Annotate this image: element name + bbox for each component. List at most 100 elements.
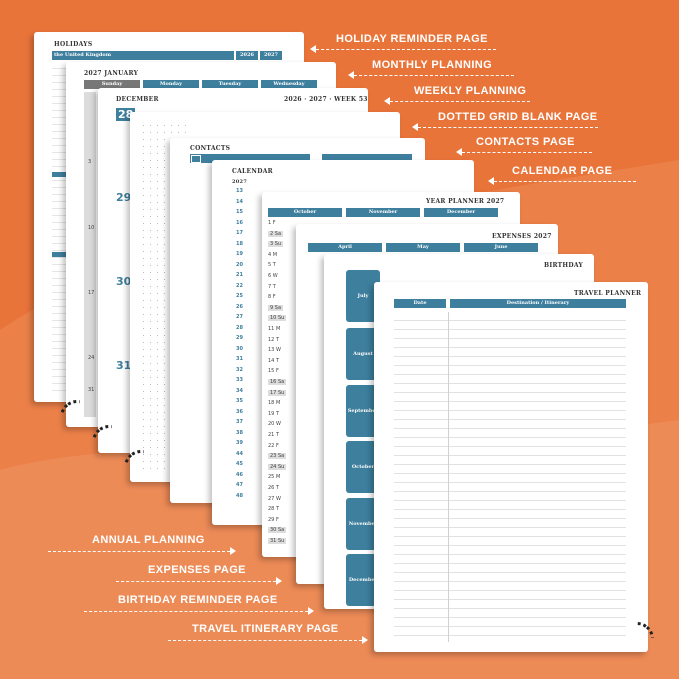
- holidays-year-2026: 2026: [236, 51, 258, 60]
- monthly-day-monday: Monday: [143, 80, 199, 89]
- year-planner-day: 30 Sa: [268, 527, 287, 534]
- calendar-title: CALENDAR: [232, 168, 273, 175]
- year-planner-day: 16 Sa: [268, 379, 287, 385]
- arrow-head: [310, 45, 316, 53]
- calendar-week-number: 20: [236, 261, 243, 268]
- arrow-head: [362, 636, 368, 644]
- arrow-head: [412, 123, 418, 131]
- year-planner-day: 18 M: [268, 400, 281, 407]
- weekly-title: DECEMBER: [116, 96, 159, 103]
- birthday-title: BIRTHDAY: [544, 262, 584, 269]
- arrow-annual: [48, 551, 230, 552]
- monthly-day-wednesday: Wednesday: [261, 80, 317, 89]
- label-contacts: CONTACTS PAGE: [476, 136, 575, 148]
- year-planner-day: 19 T: [268, 410, 280, 417]
- arrow-head: [230, 547, 236, 555]
- year-planner-day: 8 F: [268, 294, 276, 301]
- weekly-week: 2026 · 2027 · WEEK 53: [284, 96, 368, 103]
- travel-col-divider: [448, 312, 449, 642]
- monthly-date: 10: [88, 225, 95, 231]
- calendar-week-number: 39: [236, 440, 243, 446]
- calendar-week-number: 29: [236, 335, 243, 341]
- year-planner-day: 17 Su: [268, 389, 287, 396]
- arrow-head: [384, 97, 390, 105]
- holidays-country-header: the United Kingdom: [52, 51, 234, 60]
- calendar-week-number: 26: [236, 303, 243, 310]
- year-planner-day: 5 T: [268, 262, 276, 269]
- year-planner-day: 26 T: [268, 485, 280, 491]
- calendar-week-number: 15: [236, 209, 243, 215]
- calendar-week-number: 18: [236, 240, 243, 247]
- calendar-week-number: 22: [236, 282, 243, 289]
- calendar-week-number: 38: [236, 429, 243, 436]
- calendar-week-number: 48: [236, 492, 243, 499]
- year-planner-day: 27 W: [268, 495, 281, 502]
- monthly-date: 24: [88, 355, 95, 361]
- label-annual-planning: ANNUAL PLANNING: [92, 534, 205, 546]
- holidays-section-bar: [52, 172, 66, 177]
- arrow-calendar: [494, 181, 636, 182]
- year-planner-day-column: 1 F 2 Sa 3 Su 4 M 5 T 6 W 7 T 8 F 9 Sa 10 Su 11 M 1…: [268, 220, 288, 550]
- year-planner-day: 28 T: [268, 506, 280, 513]
- label-dotted-grid: DOTTED GRID BLANK PAGE: [438, 111, 598, 123]
- arrow-head: [276, 577, 282, 585]
- year-planner-month-november: November: [346, 208, 420, 217]
- label-calendar: CALENDAR PAGE: [512, 165, 613, 177]
- calendar-week-number: 28: [236, 324, 243, 331]
- arrow-expenses: [116, 581, 276, 582]
- arrow-weekly: [390, 101, 530, 102]
- weekly-date-30: 30: [116, 275, 132, 288]
- monthly-title: 2027 JANUARY: [84, 70, 139, 77]
- contacts-header-bar: [322, 154, 412, 163]
- weekly-date-29: 29: [116, 191, 132, 204]
- weekly-date-31: 31: [116, 359, 132, 372]
- monthly-date: 17: [88, 290, 95, 296]
- calendar-week-number: 17: [236, 230, 243, 236]
- year-planner-day: 4 M: [268, 251, 278, 258]
- travel-lines: [394, 312, 626, 642]
- year-planner-day: 21 T: [268, 432, 280, 438]
- arrow-head: [488, 177, 494, 185]
- year-planner-day: 9 Sa: [268, 304, 284, 311]
- year-planner-day: 11 M: [268, 326, 281, 332]
- year-planner-day: 1 F: [268, 220, 276, 226]
- year-planner-day: 25 M: [268, 474, 281, 481]
- year-planner-day: 22 F: [268, 442, 279, 449]
- calendar-week-number: 16: [236, 219, 243, 226]
- calendar-week-number: 44: [236, 450, 243, 457]
- contacts-title: CONTACTS: [190, 145, 231, 152]
- monthly-day-tuesday: Tuesday: [202, 80, 258, 89]
- calendar-year: 2027: [232, 179, 248, 185]
- calendar-week-column: 13 14 15 16 17 18 19 20 21 22 25 26 27 28 29 30 31 32 33 34…: [232, 188, 252, 518]
- monthly-date: 3: [88, 159, 92, 165]
- year-planner-day: 24 Su: [268, 463, 287, 470]
- label-birthday-reminder: BIRTHDAY REMINDER PAGE: [118, 594, 278, 606]
- calendar-week-number: 33: [236, 377, 243, 383]
- calendar-week-number: 13: [236, 188, 243, 194]
- expenses-title: EXPENSES 2027: [492, 233, 552, 240]
- arrow-head: [348, 71, 354, 79]
- year-planner-day: 7 T: [268, 283, 276, 290]
- expenses-month-april: April: [308, 243, 382, 252]
- year-planner-day: 12 T: [268, 336, 280, 343]
- contacts-header-bar: [190, 154, 310, 163]
- travel-col-date: Date: [394, 299, 446, 308]
- arrow-holiday: [316, 49, 496, 50]
- year-planner-day: 29 F: [268, 516, 279, 523]
- calendar-week-number: 31: [236, 356, 243, 362]
- label-travel-itinerary: TRAVEL ITINERARY PAGE: [192, 623, 339, 635]
- year-planner-day: 13 W: [268, 347, 281, 354]
- year-planner-day: 14 T: [268, 357, 280, 364]
- calendar-week-number: 37: [236, 419, 243, 425]
- travel-page: TRAVEL PLANNER Date Destination / Itiner…: [374, 282, 648, 652]
- calendar-week-number: 34: [236, 387, 243, 394]
- year-planner-title: YEAR PLANNER 2027: [426, 198, 505, 205]
- calendar-week-number: 36: [236, 408, 243, 415]
- calendar-week-number: 30: [236, 345, 243, 352]
- year-planner-day: 6 W: [268, 273, 278, 279]
- year-planner-day: 10 Su: [268, 315, 287, 322]
- calendar-week-number: 14: [236, 198, 243, 205]
- arrow-head: [456, 148, 462, 156]
- arrow-birthday: [84, 611, 308, 612]
- calendar-week-number: 25: [236, 293, 243, 299]
